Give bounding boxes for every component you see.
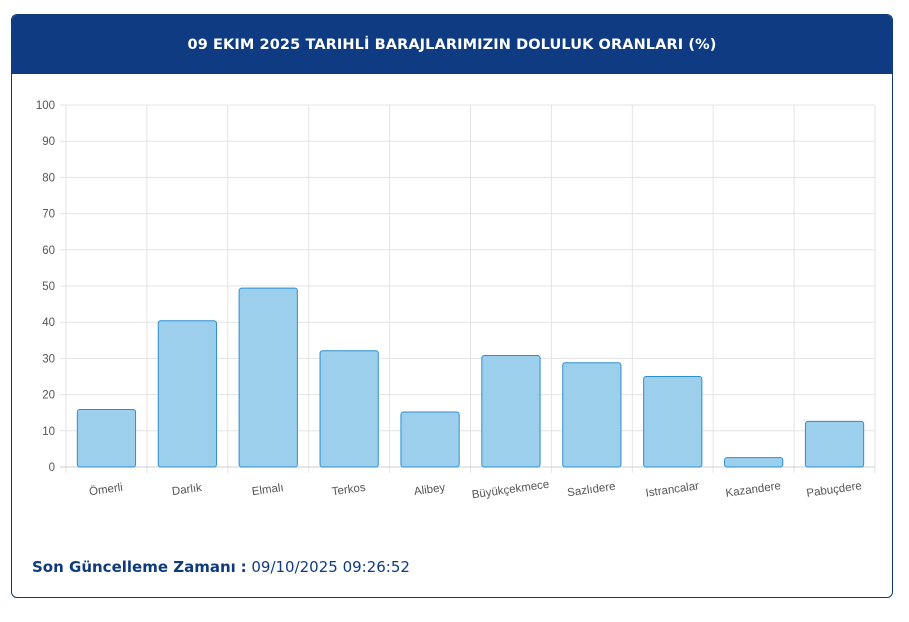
y-tick-label: 50 (42, 281, 55, 293)
x-tick-label: Pabuçdere (806, 480, 863, 500)
x-tick-label: Sazlıdere (567, 481, 617, 500)
bar-elmalı[interactable] (238, 287, 298, 468)
y-tick-label: 10 (42, 426, 55, 438)
chart-card: 09 EKIM 2025 TARIHLİ BARAJLARIMIZIN DOLU… (11, 14, 893, 598)
bar-istrancalar[interactable] (643, 376, 703, 468)
x-tick-label: Terkos (331, 482, 366, 499)
bar-darlık[interactable] (157, 320, 217, 468)
chart-title: 09 EKIM 2025 TARIHLİ BARAJLARIMIZIN DOLU… (187, 36, 717, 53)
bar-ömerli[interactable] (76, 408, 137, 468)
bar-büyükçekmece[interactable] (481, 355, 541, 468)
bar-terkos[interactable] (319, 350, 379, 468)
y-tick-label: 30 (42, 353, 55, 365)
y-tick-label: 90 (42, 136, 55, 148)
x-tick-label: Alibey (413, 482, 446, 498)
y-tick-label: 20 (42, 390, 55, 402)
x-tick-label: Istrancalar (645, 480, 700, 499)
y-tick-label: 80 (42, 172, 55, 184)
bar-alibey[interactable] (400, 411, 460, 468)
last-update-separator: : (240, 558, 247, 576)
x-tick-label: Elmalı (251, 482, 284, 498)
y-tick-label: 60 (42, 245, 55, 257)
y-tick-label: 40 (42, 317, 55, 329)
x-tick-label: Darlık (171, 482, 203, 498)
last-update-value: 09/10/2025 09:26:52 (251, 558, 410, 576)
bar-kazandere[interactable] (724, 457, 784, 468)
bar-chart: 0 10 20 30 40 50 60 70 80 90 100 Ömerli Darlık Elmal… (36, 100, 876, 502)
y-tick-label: 100 (36, 100, 55, 112)
x-axis-labels: Ömerli Darlık Elmalı Terkos Alibey Büyükçekme… (88, 479, 862, 502)
y-tick-label: 70 (42, 209, 55, 221)
x-tick-label: Kazandere (725, 480, 782, 500)
bar-pabuçdere[interactable] (804, 420, 865, 468)
bars (76, 287, 865, 468)
y-tick-label: 0 (49, 462, 55, 474)
x-tick-label: Ömerli (88, 482, 123, 499)
last-update: Son Güncelleme Zamanı : 09/10/2025 09:26… (32, 558, 410, 576)
last-update-label: Son Güncelleme Zamanı (32, 558, 236, 576)
chart-header: 09 EKIM 2025 TARIHLİ BARAJLARIMIZIN DOLU… (12, 15, 892, 74)
bar-sazlıdere[interactable] (562, 362, 622, 468)
x-tick-label: Büyükçekmece (471, 479, 550, 502)
